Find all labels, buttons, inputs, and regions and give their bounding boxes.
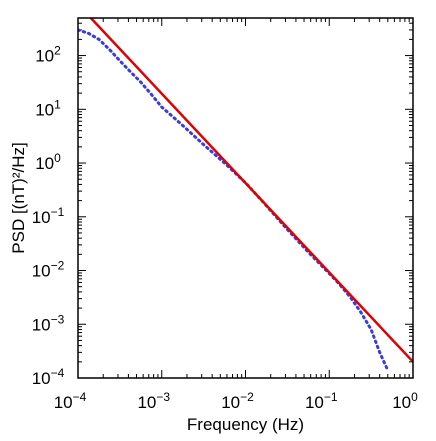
y-tick-label: 102 [35, 44, 61, 66]
y-tick-label: 101 [35, 97, 61, 119]
tick-base: 10 [35, 154, 54, 173]
series-line [89, 18, 413, 364]
y-tick-label: 10−3 [32, 312, 65, 334]
tick-base: 10 [32, 369, 51, 388]
tick-exponent: −3 [51, 312, 65, 326]
tick-base: 10 [392, 393, 411, 412]
tick-exponent: 2 [54, 44, 61, 58]
x-tick-label: 100 [392, 390, 418, 412]
y-tick-label: 10−2 [32, 259, 65, 281]
y-tick-label: 10−1 [32, 205, 65, 227]
tick-exponent: −3 [156, 390, 170, 404]
y-tick-label: 10−4 [32, 366, 65, 388]
tick-base: 10 [305, 393, 324, 412]
x-tick-label: 10−4 [54, 390, 87, 412]
tick-base: 10 [35, 100, 54, 119]
x-axis-label: Frequency (Hz) [187, 415, 304, 434]
tick-exponent: 0 [411, 390, 418, 404]
tick-exponent: −4 [51, 366, 65, 380]
tick-base: 10 [221, 393, 240, 412]
plot-area [78, 18, 413, 372]
plot-frame [77, 17, 414, 379]
tick-exponent: −2 [51, 259, 65, 273]
ticks: 10−4 10−3 10−2 10−1 10010−410−310−210−110010… [32, 17, 418, 412]
tick-base: 10 [137, 393, 156, 412]
x-tick-label: 10−1 [305, 390, 338, 412]
tick-exponent: 1 [54, 97, 61, 111]
x-tick-label: 10−2 [221, 390, 254, 412]
tick-exponent: −1 [324, 390, 338, 404]
tick-exponent: −4 [73, 390, 87, 404]
y-axis-label: PSD [(nT)²/Hz] [9, 142, 28, 253]
tick-exponent: −1 [51, 205, 65, 219]
tick-base: 10 [32, 315, 51, 334]
tick-base: 10 [32, 208, 51, 227]
tick-exponent: 0 [54, 151, 61, 165]
y-tick-label: 100 [35, 151, 61, 173]
series-line [78, 28, 390, 372]
x-tick-label: 10−3 [137, 390, 170, 412]
tick-base: 10 [35, 47, 54, 66]
tick-base: 10 [32, 262, 51, 281]
tick-exponent: −2 [240, 390, 254, 404]
tick-base: 10 [54, 393, 73, 412]
